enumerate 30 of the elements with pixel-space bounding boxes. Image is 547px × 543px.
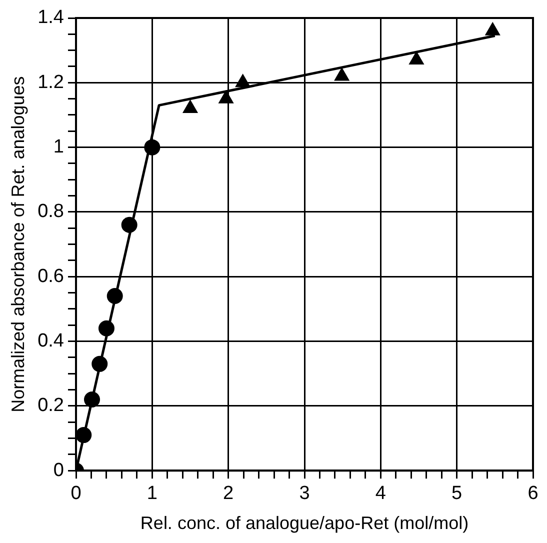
x-tick-label: 1	[146, 483, 158, 504]
y-tick-label: 0.8	[38, 201, 64, 222]
point	[144, 139, 160, 156]
point	[92, 356, 108, 372]
x-axis-title: Rel. conc. of analogue/apo-Ret (mol/mol)	[140, 513, 469, 534]
point	[84, 391, 100, 408]
point	[182, 100, 198, 114]
point	[334, 67, 350, 81]
point	[106, 288, 123, 304]
x-tick-label: 3	[299, 483, 310, 504]
x-tick-label: 5	[452, 483, 462, 504]
y-axis-title: Normalized absorbance of Ret. analogues	[8, 76, 28, 412]
x-tick-label: 2	[223, 483, 234, 504]
point	[76, 427, 92, 444]
point	[218, 90, 234, 104]
y-tick-label: 0.6	[38, 266, 64, 287]
point	[408, 51, 424, 65]
y-tick-label: 0	[53, 460, 64, 481]
y-tick-label: 1.4	[38, 7, 64, 28]
y-tick-label: 1	[53, 136, 64, 158]
x-tick-label: 0	[70, 483, 82, 504]
point	[121, 216, 138, 233]
y-tick-label: 0.2	[38, 395, 64, 416]
point	[235, 74, 251, 88]
y-tick-label: 1.2	[38, 72, 64, 93]
point	[484, 22, 500, 36]
x-tick-label: 4	[375, 483, 386, 504]
point	[98, 320, 114, 336]
x-tick-label: 6	[528, 483, 538, 504]
y-tick-label: 0.4	[38, 330, 64, 352]
